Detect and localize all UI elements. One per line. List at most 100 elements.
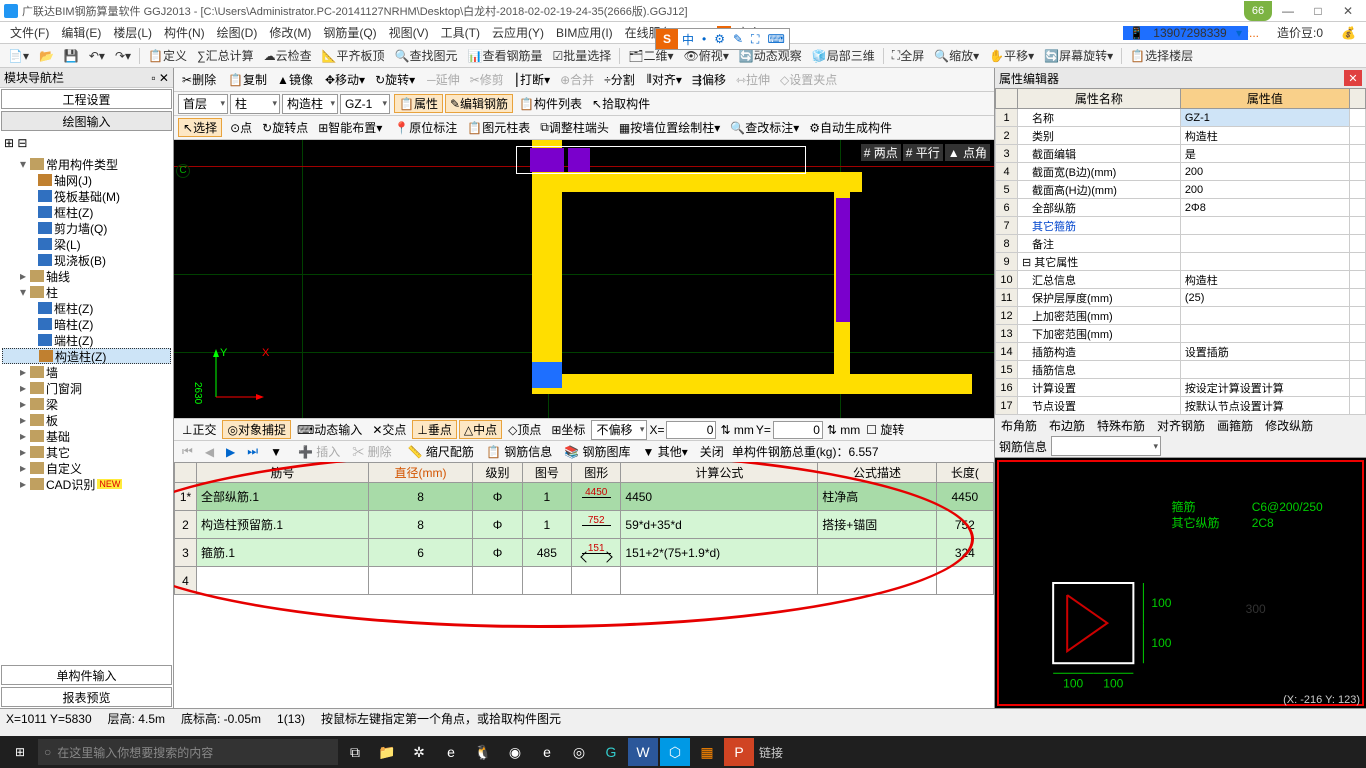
tb-ppt-icon[interactable]: P: [724, 738, 754, 766]
smart-button[interactable]: ⊞ 智能布置▾: [314, 119, 386, 136]
bean-icon[interactable]: 💰: [1335, 26, 1362, 40]
prop-row[interactable]: 3截面编辑是: [996, 145, 1366, 163]
xtab[interactable]: 布边筋: [1043, 417, 1091, 434]
nav-tab-report[interactable]: 报表预览: [1, 687, 172, 707]
tb-3d[interactable]: 🧊 局部三维: [808, 46, 879, 66]
menu-item[interactable]: 编辑(E): [55, 24, 107, 41]
new-button[interactable]: 📄▾: [4, 46, 33, 66]
rotpoint-button[interactable]: ↻ 旋转点: [258, 119, 312, 136]
ortho-button[interactable]: ⊥ 正交: [178, 421, 220, 438]
tb-sum[interactable]: ∑ 汇总计算: [193, 46, 258, 66]
tb-rotate[interactable]: 🔄 屏幕旋转▾: [1040, 46, 1117, 66]
close-icon[interactable]: ✕: [1334, 2, 1362, 20]
vp-angle[interactable]: ▲ 点角: [945, 144, 990, 161]
rebar-table[interactable]: 筋号直径(mm)级别图号图形计算公式公式描述长度(1*全部纵筋.18Φ14450…: [174, 462, 994, 708]
tree-node[interactable]: 筏板基础(M): [2, 188, 171, 204]
table-row[interactable]: 2构造柱预留筋.18Φ175259*d+35*d搭接+锚固752: [175, 511, 994, 539]
tree-node[interactable]: ▾常用构件类型: [2, 156, 171, 172]
table-row[interactable]: 4: [175, 567, 994, 595]
section-canvas[interactable]: 100 100 100 100 箍筋 其它纵筋 C6@200/250 2C8 3…: [995, 457, 1366, 708]
select-button[interactable]: ↖ 选择: [178, 118, 222, 137]
tb-kv-icon[interactable]: ▦: [692, 738, 722, 766]
tree-node[interactable]: ▸板: [2, 412, 171, 428]
tree-node[interactable]: 暗柱(Z): [2, 316, 171, 332]
mid-button[interactable]: △ 中点: [459, 420, 502, 439]
tree-node[interactable]: ▾柱: [2, 284, 171, 300]
menu-item[interactable]: 绘图(D): [211, 24, 264, 41]
tb-taskview-icon[interactable]: ⧉: [340, 738, 370, 766]
nav-icons[interactable]: ⊞ ⊟: [0, 132, 173, 154]
menu-item[interactable]: 视图(V): [383, 24, 435, 41]
bywall-button[interactable]: ▦ 按墙位置绘制柱▾: [615, 119, 724, 136]
floor-combo[interactable]: 首层: [178, 94, 228, 114]
tb-app-icon[interactable]: ⬡: [660, 738, 690, 766]
rb-delete[interactable]: ✂ 删除: [348, 443, 395, 460]
prop-row[interactable]: 12上加密范围(mm): [996, 307, 1366, 325]
dynin-button[interactable]: ⌨ 动态输入: [293, 421, 366, 438]
tb-stretch[interactable]: ⇿ 拉伸: [732, 71, 774, 88]
tb-ie-icon[interactable]: e: [532, 738, 562, 766]
tb-edge-icon[interactable]: e: [436, 738, 466, 766]
tb-offset[interactable]: ⇶ 偏移: [688, 71, 730, 88]
rb-first[interactable]: ⏮: [178, 444, 197, 459]
prop-row[interactable]: 6全部纵筋2Φ8: [996, 199, 1366, 217]
xtab[interactable]: 修改纵筋: [1259, 417, 1319, 434]
tb-align[interactable]: ⫴ 对齐▾: [643, 71, 686, 88]
attr-button[interactable]: 📋 属性: [394, 94, 443, 113]
tb-360-icon[interactable]: ◎: [564, 738, 594, 766]
tb-view-rebar[interactable]: 📊 查看钢筋量: [464, 46, 547, 66]
menu-item[interactable]: 楼层(L): [107, 24, 158, 41]
prop-row[interactable]: 7其它箍筋: [996, 217, 1366, 235]
point-button[interactable]: ⊙ 点: [226, 119, 256, 136]
menu-item[interactable]: 修改(M): [263, 24, 317, 41]
ime-logo-icon[interactable]: S: [656, 29, 678, 49]
tree-node[interactable]: ▸梁: [2, 396, 171, 412]
tb-folder-icon[interactable]: 📁: [372, 738, 402, 766]
tb-delete[interactable]: ✂ 删除: [178, 71, 220, 88]
tb-mirror[interactable]: ▲ 镜像: [273, 71, 317, 88]
tb-pan[interactable]: ✋ 平移▾: [985, 46, 1038, 66]
name-combo[interactable]: GZ-1: [340, 94, 390, 114]
tb-trim[interactable]: ✂ 修剪: [466, 71, 508, 88]
open-button[interactable]: 📂: [35, 46, 58, 66]
tb-fan-icon[interactable]: ✲: [404, 738, 434, 766]
search-box[interactable]: ○ 在这里输入你想要搜索的内容: [38, 739, 338, 765]
tb-break[interactable]: ⎮ 打断▾: [510, 71, 554, 88]
tb-merge[interactable]: ⊕ 合并: [556, 71, 598, 88]
redo-button[interactable]: ↷▾: [111, 46, 135, 66]
tree-node[interactable]: 梁(L): [2, 236, 171, 252]
vp-parallel[interactable]: # 平行: [903, 144, 943, 161]
list-button[interactable]: 📋 构件列表: [515, 95, 586, 112]
property-table[interactable]: 属性名称属性值1名称GZ-12类别构造柱3截面编辑是4截面宽(B边)(mm)20…: [995, 88, 1366, 415]
tb-qq-icon[interactable]: 🐧: [468, 738, 498, 766]
perp-button[interactable]: ⊥ 垂点: [412, 420, 456, 439]
tree-node[interactable]: 端柱(Z): [2, 332, 171, 348]
nav-tab-single[interactable]: 单构件输入: [1, 665, 172, 685]
offset-combo[interactable]: 不偏移: [591, 420, 647, 440]
prop-row[interactable]: 4截面宽(B边)(mm)200: [996, 163, 1366, 181]
minimize-icon[interactable]: —: [1274, 2, 1302, 20]
type-combo[interactable]: 构造柱: [282, 94, 338, 114]
pick-button[interactable]: ↖ 拾取构件: [588, 95, 654, 112]
prop-row[interactable]: 14插筋构造设置插筋: [996, 343, 1366, 361]
tree-node[interactable]: ▸其它: [2, 444, 171, 460]
rb-next[interactable]: ⏭: [243, 444, 262, 459]
y-input[interactable]: [773, 421, 823, 439]
xtab[interactable]: 特殊布筋: [1091, 417, 1151, 434]
prop-row[interactable]: 2类别构造柱: [996, 127, 1366, 145]
x-input[interactable]: [666, 421, 716, 439]
rb-info[interactable]: 📋 钢筋信息: [482, 443, 556, 460]
rb-lib[interactable]: 📚 钢筋图库: [560, 443, 634, 460]
coord-button[interactable]: ⊞ 坐标: [547, 421, 589, 438]
xbar-combo[interactable]: [1051, 436, 1161, 456]
tree-node[interactable]: ▸自定义: [2, 460, 171, 476]
tb-copy[interactable]: 📋 复制: [224, 71, 271, 88]
tree-node[interactable]: 框柱(Z): [2, 300, 171, 316]
menu-item[interactable]: BIM应用(I): [550, 24, 619, 41]
tree-node[interactable]: 剪力墙(Q): [2, 220, 171, 236]
tb-floor[interactable]: 📋 选择楼层: [1126, 46, 1197, 66]
tb-split[interactable]: ÷ 分割: [600, 71, 639, 88]
tb-cloud[interactable]: ☁ 云检查: [260, 46, 316, 66]
menu-item[interactable]: 工具(T): [435, 24, 486, 41]
tb-batch[interactable]: ☑ 批量选择: [549, 46, 616, 66]
